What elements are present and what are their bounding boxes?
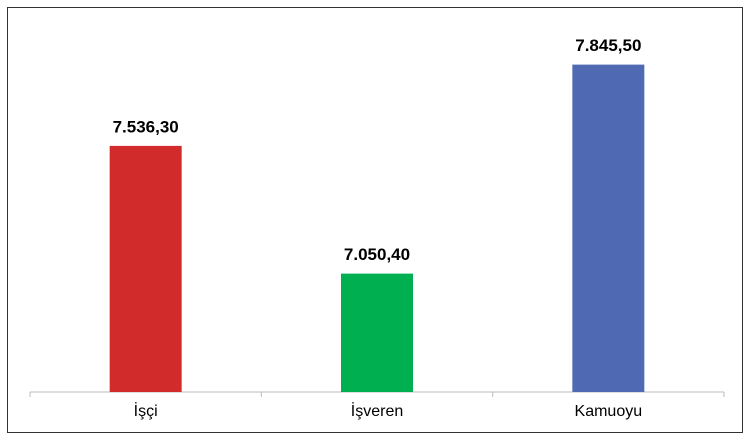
x-tick-label: Kamuoyu [575,403,643,420]
value-label: 7.536,30 [113,117,179,136]
value-label: 7.845,50 [575,36,641,55]
bar [109,145,182,392]
bar [341,273,413,392]
bar [572,64,645,393]
x-tick-label: İşçi [134,401,158,420]
value-label: 7.050,40 [344,245,410,264]
x-tick-label: İşveren [351,401,403,420]
